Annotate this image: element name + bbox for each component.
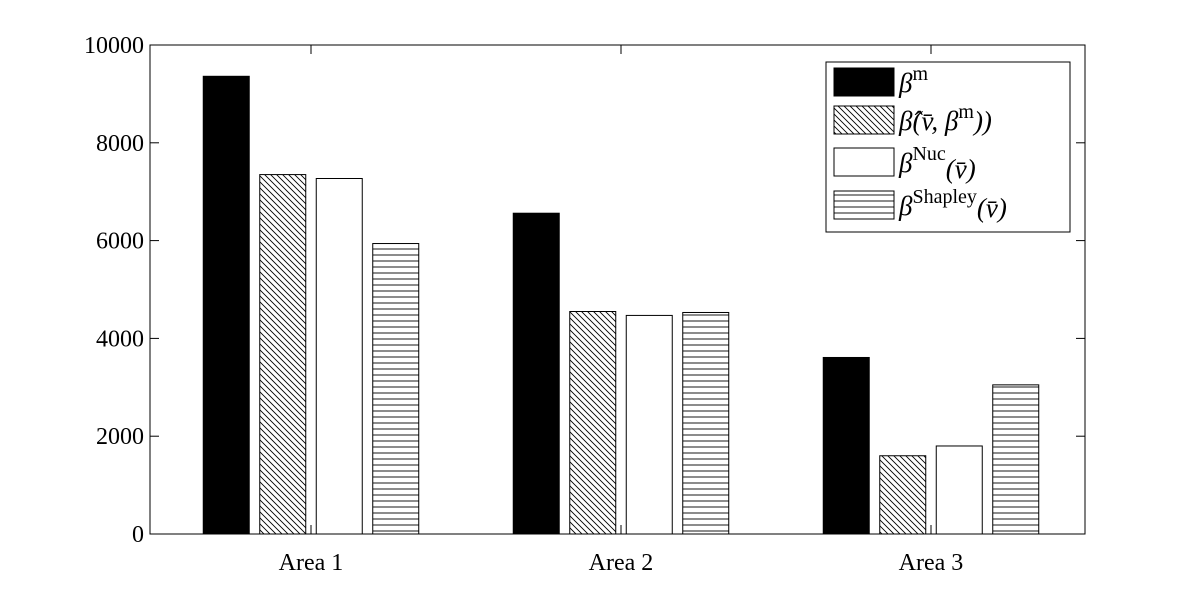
legend-label: βShapley(v̄) [898, 186, 1007, 223]
legend-label-superscript: m [958, 101, 974, 123]
bar [315, 177, 363, 535]
legend-swatch [833, 67, 895, 97]
legend-label: β̂(v̄, βm)) [898, 101, 992, 136]
bar [992, 384, 1040, 535]
legend-label-argument: (v̄) [946, 154, 976, 184]
bar [259, 174, 307, 535]
bar [512, 212, 560, 535]
y-tick-label: 8000 [96, 131, 144, 157]
y-tick-label: 6000 [96, 229, 144, 255]
y-tick-label: 10000 [84, 33, 144, 59]
y-tick-label: 4000 [96, 326, 144, 352]
legend-label-base: β [898, 191, 913, 221]
bar [625, 314, 673, 535]
legend-swatch [833, 105, 895, 135]
x-tick-label: Area 1 [279, 550, 344, 576]
plot-area-frame [149, 44, 1086, 535]
legend-label-base: β [898, 148, 913, 178]
y-tick-label: 2000 [96, 424, 144, 450]
legend-label: βNuc(v̄) [898, 143, 976, 184]
legend-label-argument: (v̄, β [912, 106, 958, 136]
bar [569, 311, 617, 535]
bar [822, 356, 870, 535]
legend-label-argument: (v̄) [977, 193, 1007, 223]
y-tick-label: 0 [132, 522, 144, 548]
bar [202, 75, 250, 535]
x-tick-label: Area 2 [589, 550, 654, 576]
bar [879, 455, 927, 535]
legend-label-closing: )) [972, 106, 992, 136]
bar [682, 311, 730, 535]
legend-label-base: β [898, 68, 913, 98]
legend-swatch [833, 190, 895, 220]
legend-label-superscript: m [912, 63, 928, 85]
legend-label-superscript: Shapley [912, 186, 976, 208]
legend-swatch [833, 147, 895, 177]
bar [372, 243, 420, 535]
legend-label-superscript: Nuc [912, 143, 945, 165]
legend-label: βm [898, 63, 928, 98]
x-tick-label: Area 3 [899, 550, 964, 576]
bar [935, 445, 983, 535]
